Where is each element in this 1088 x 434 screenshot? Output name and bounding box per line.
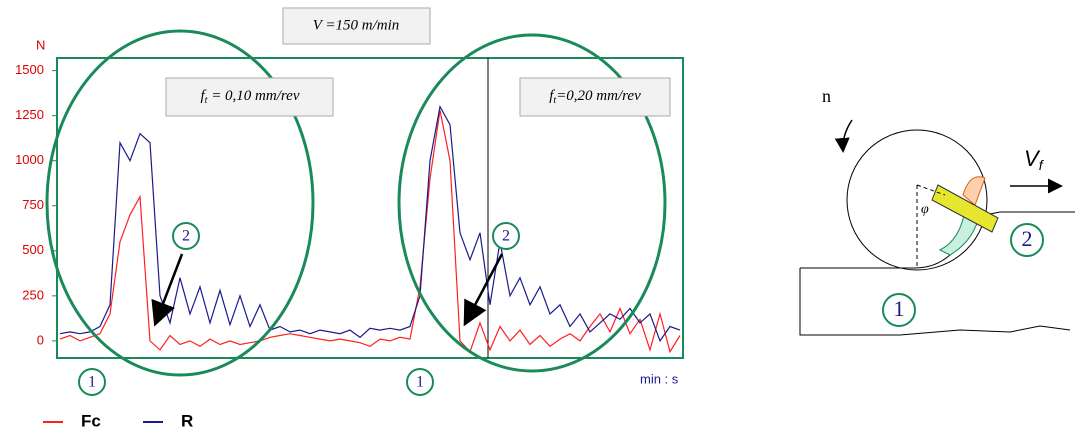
zone-label: 1: [894, 296, 905, 321]
annotation-box: [519, 77, 671, 117]
symbol: V: [1024, 146, 1041, 171]
chip: [962, 176, 986, 206]
legend-label: R: [181, 411, 193, 430]
y-tick-label: 1250: [15, 107, 44, 122]
marker-label: 1: [416, 374, 424, 391]
text: =0,20 mm/rev: [556, 88, 641, 104]
symbol: f: [549, 88, 555, 104]
zone-label: 2: [1022, 226, 1033, 251]
angle-label: φ: [921, 202, 929, 217]
y-tick-label: 1000: [15, 152, 44, 167]
feed-label: ft = 0,10 mm/rev: [200, 88, 299, 106]
data-line: [59, 104, 681, 343]
zone-marker: [882, 293, 916, 327]
diagram: n φ Vf 1 2: [799, 86, 1075, 336]
rotation-label: n: [822, 86, 831, 106]
data-line: [59, 110, 681, 354]
marker-label: 1: [88, 374, 96, 391]
y-tick-label: 1500: [15, 62, 44, 77]
x-axis-label: min : s: [640, 371, 679, 386]
plot-frame: [56, 57, 684, 359]
feed-label: ft=0,20 mm/rev: [549, 88, 641, 106]
text: = 0,10 mm/rev: [207, 88, 299, 104]
subscript: f: [1039, 157, 1045, 173]
zone-marker: [1010, 223, 1044, 257]
marker-circle: [172, 222, 200, 250]
tool-circle: [846, 129, 988, 271]
annotation-box: [282, 7, 431, 45]
cutting-tool: [931, 184, 999, 233]
speed-label: V =150 m/min: [313, 17, 400, 33]
subscript: t: [553, 95, 556, 106]
y-tick-label: 250: [22, 287, 44, 302]
y-axis-label: N: [36, 37, 45, 52]
y-tick-label: 500: [22, 242, 44, 257]
legend-label: Fc: [81, 411, 101, 430]
feed-label: Vf: [1024, 146, 1045, 173]
y-tick-label: 0: [37, 332, 44, 347]
arrow: [463, 253, 504, 327]
marker-circle: [492, 222, 520, 250]
symbol: f: [200, 88, 206, 104]
highlight-ellipse: [45, 29, 315, 377]
marker-label: 2: [502, 228, 510, 245]
y-tick-label: 750: [22, 197, 44, 212]
subscript: t: [205, 95, 208, 106]
workpiece-body: [799, 268, 1071, 336]
chart: N min : s 0 250 500 750 1000 1250 1500 V =150 …: [15, 7, 684, 430]
rotation-arrow: [834, 119, 853, 153]
arrow: [151, 253, 184, 327]
highlight-ellipse: [397, 33, 667, 373]
marker-label: 2: [182, 228, 190, 245]
annotation-box: [165, 77, 334, 117]
marker-circle: [78, 368, 106, 396]
marker-circle: [406, 368, 434, 396]
reference-line: [916, 184, 946, 196]
